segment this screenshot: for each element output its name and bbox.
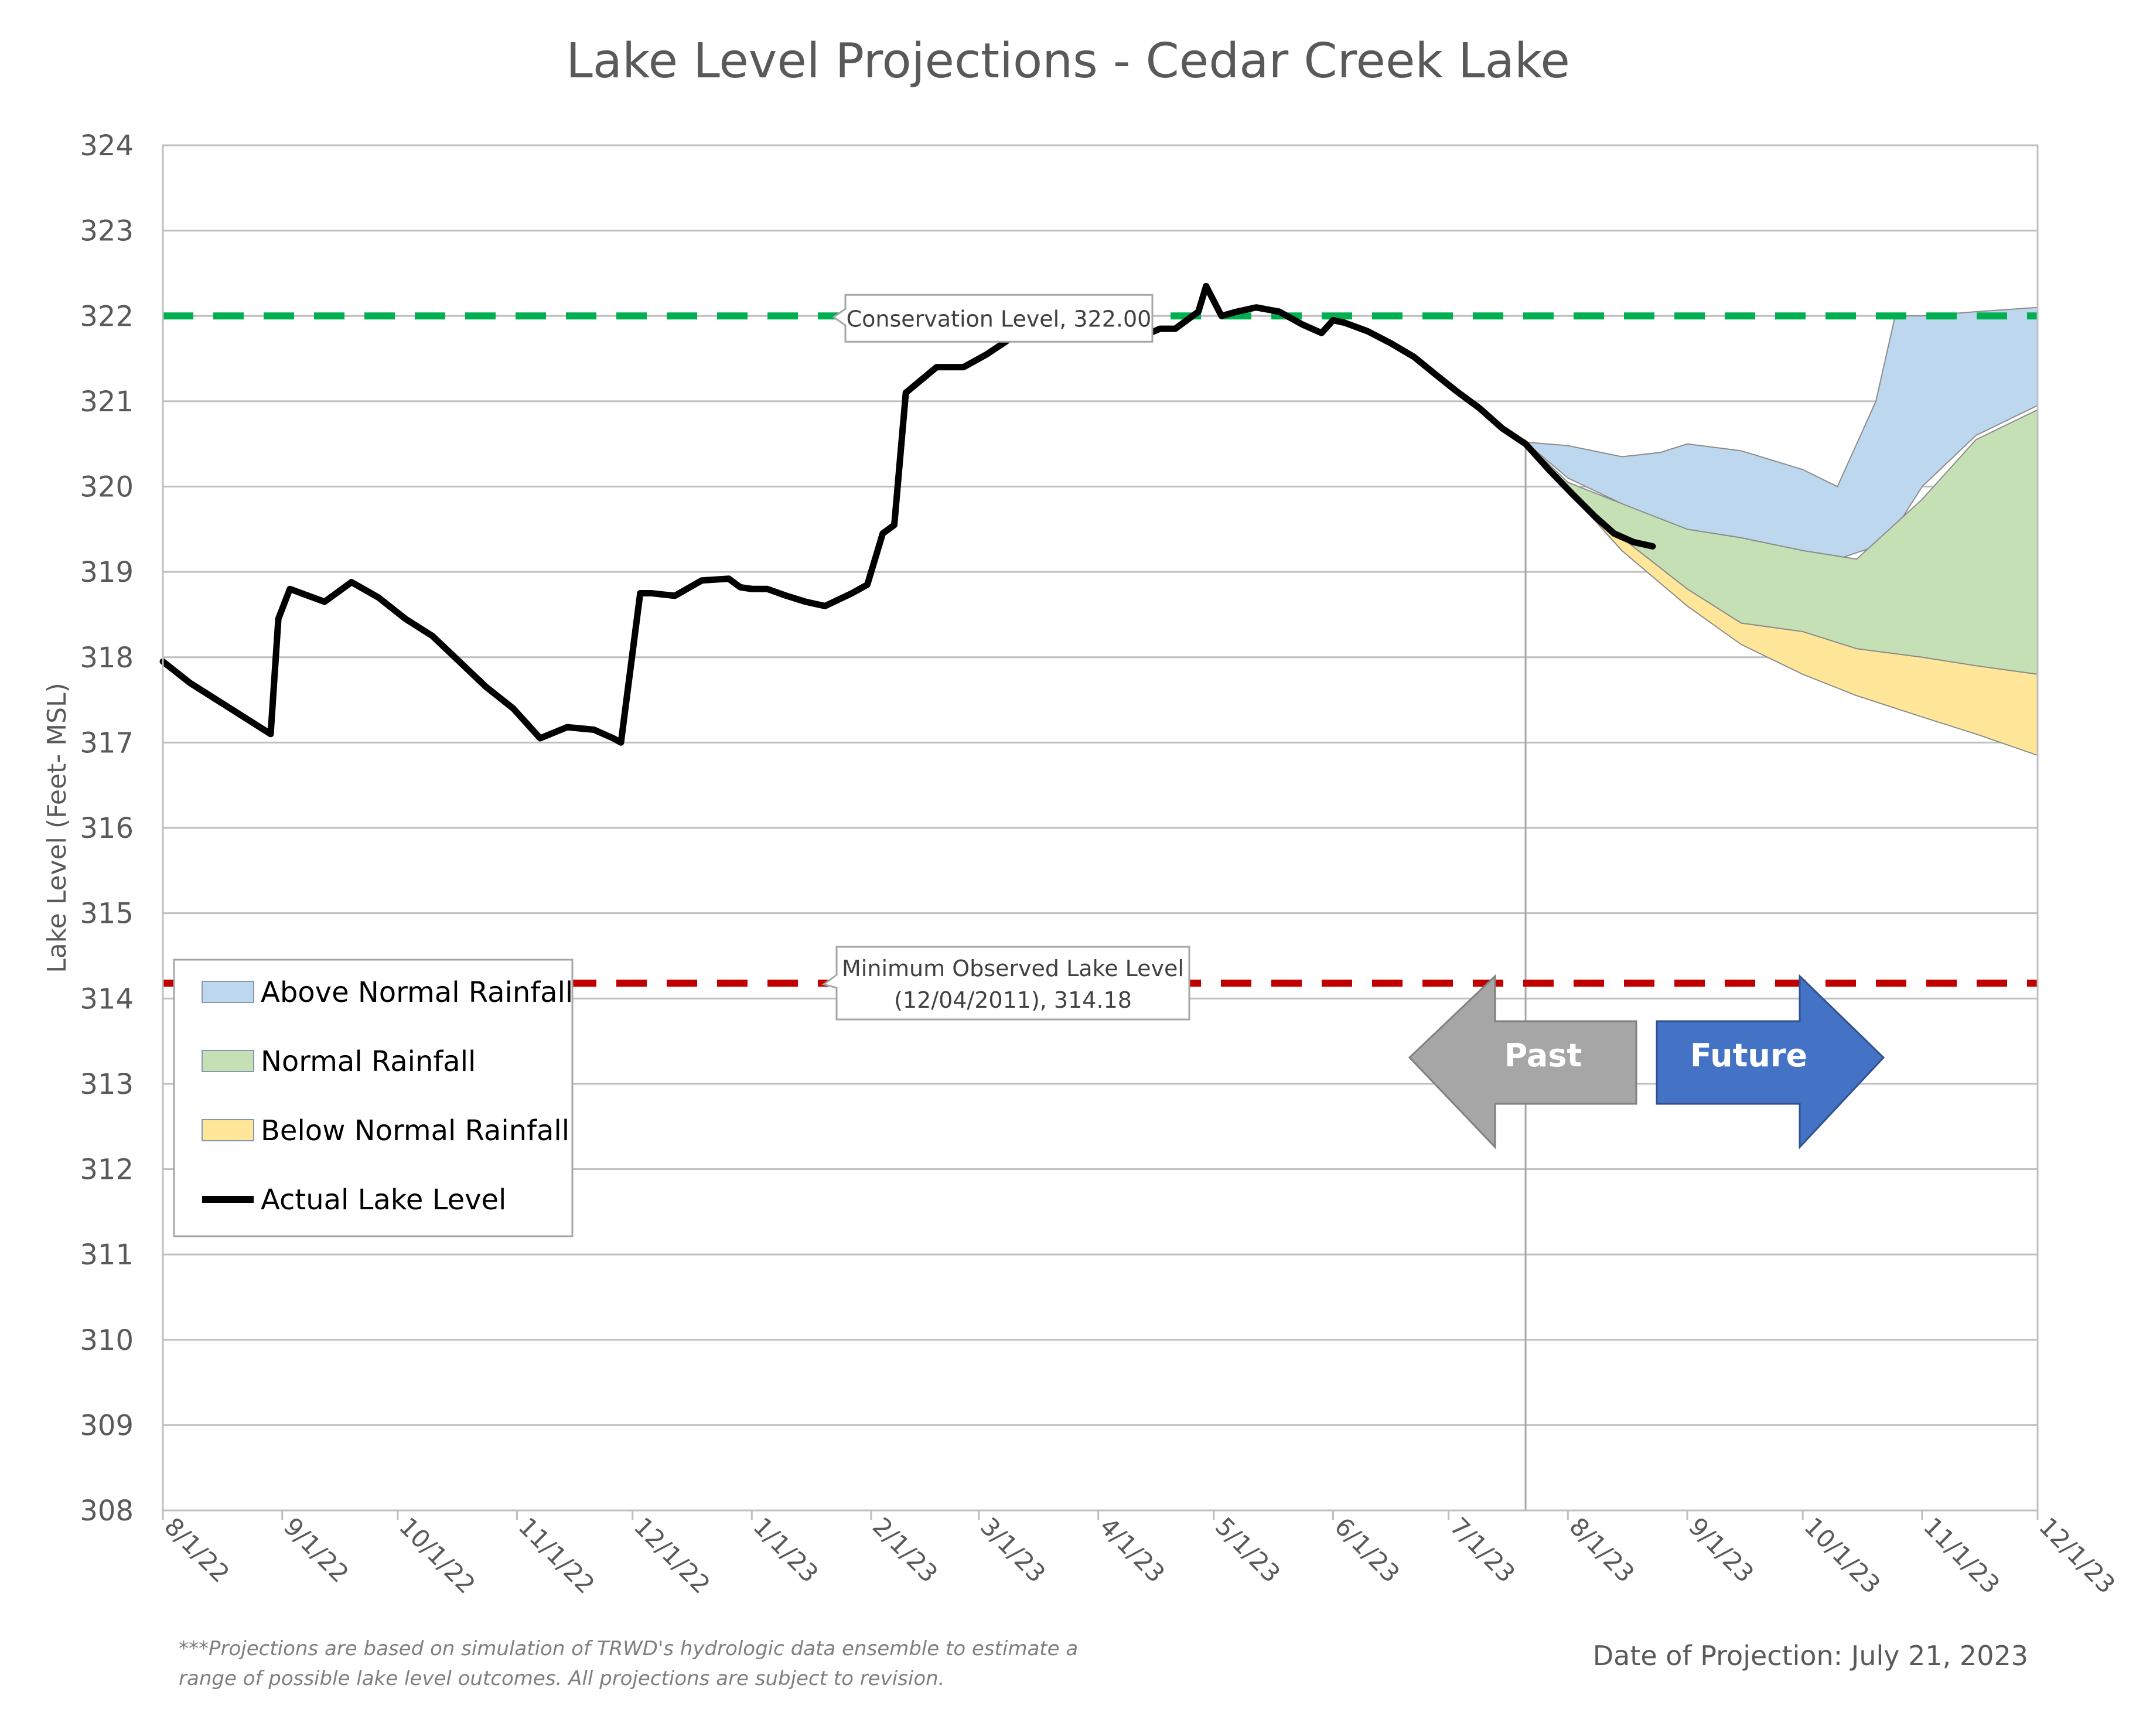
- y-tick-label-314: 314: [80, 983, 134, 1015]
- legend: Above Normal Rainfall Normal Rainfall Be…: [173, 959, 574, 1237]
- y-tick-label-319: 319: [80, 556, 134, 589]
- projection-date: Date of Projection: July 21, 2023: [1593, 1640, 2028, 1672]
- minimum-callout-label-line1: Minimum Observed Lake Level: [842, 956, 1184, 981]
- y-tick-label-309: 309: [80, 1409, 134, 1442]
- y-axis-label: Lake Level (Feet- MSL): [42, 683, 72, 973]
- minimum-callout: Minimum Observed Lake Level (12/04/2011)…: [821, 946, 1190, 1021]
- legend-label-above-normal: Above Normal Rainfall: [261, 976, 573, 1009]
- future-arrow: Future: [1656, 974, 1885, 1150]
- conservation-callout: Conservation Level, 322.00: [832, 294, 1154, 343]
- legend-label-below-normal: Below Normal Rainfall: [261, 1114, 569, 1147]
- y-tick-label-322: 322: [80, 300, 134, 333]
- y-axis-ticks: 308 309 310 311 312 313 314 315 316 317 318 319 320 3…: [80, 129, 134, 1527]
- y-tick-label-313: 313: [80, 1068, 134, 1101]
- y-tick-label-316: 316: [80, 812, 134, 845]
- legend-swatch-above-normal: [202, 981, 254, 1003]
- y-tick-label-321: 321: [80, 386, 134, 418]
- y-tick-label-317: 317: [80, 727, 134, 759]
- y-tick-label-324: 324: [80, 129, 134, 162]
- future-arrow-label: Future: [1690, 1037, 1807, 1074]
- legend-label-actual: Actual Lake Level: [261, 1184, 506, 1216]
- y-tick-label-323: 323: [80, 215, 134, 248]
- future-arrow-shape: [1656, 974, 1885, 1150]
- y-tick-label-310: 310: [80, 1324, 134, 1357]
- legend-label-normal: Normal Rainfall: [261, 1045, 476, 1078]
- actual-level-line-group: [159, 282, 1656, 746]
- footnote-line2: range of possible lake level outcomes. A…: [179, 1667, 945, 1690]
- y-tick-label-318: 318: [80, 642, 134, 674]
- past-arrow-label: Past: [1504, 1037, 1582, 1074]
- minimum-callout-box: [821, 946, 1190, 1021]
- footnote-line1: ***Projections are based on simulation o…: [179, 1637, 1078, 1660]
- past-arrow-shape: [1408, 974, 1637, 1150]
- past-arrow: Past: [1408, 974, 1637, 1150]
- y-tick-label-315: 315: [80, 898, 134, 930]
- legend-box: [173, 959, 574, 1237]
- legend-swatch-below-normal: [202, 1119, 254, 1141]
- plot-area-border: [162, 144, 2039, 1512]
- conservation-callout-label: Conservation Level, 322.00: [847, 306, 1152, 332]
- chart-title: Lake Level Projections - Cedar Creek Lak…: [566, 33, 1570, 89]
- y-tick-label-320: 320: [80, 471, 134, 504]
- conservation-callout-box: [832, 294, 1154, 343]
- minimum-callout-label-line2: (12/04/2011), 314.18: [894, 987, 1132, 1013]
- y-tick-label-312: 312: [80, 1154, 134, 1186]
- actual-level-line: [159, 282, 1656, 746]
- y-tick-label-308: 308: [80, 1495, 134, 1527]
- legend-swatch-normal: [202, 1050, 254, 1072]
- y-tick-label-311: 311: [80, 1239, 134, 1271]
